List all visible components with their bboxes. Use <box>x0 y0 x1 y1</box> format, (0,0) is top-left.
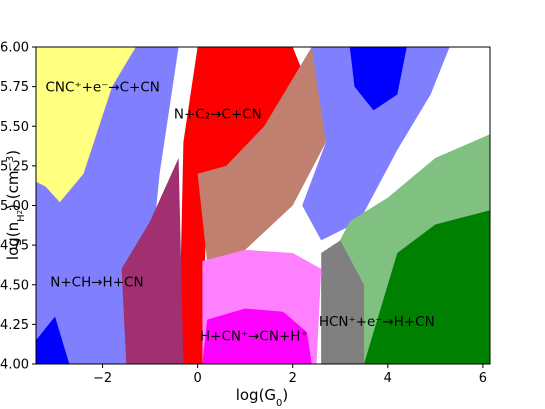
x-tick-label: −2 <box>93 371 112 386</box>
y-axis-label: log(nH2) (cm−3) <box>4 150 27 260</box>
x-tick-label: 6 <box>479 371 487 386</box>
region-blue-11 <box>36 316 70 364</box>
region-label: N+CH→H+CN <box>50 275 143 291</box>
y-tick-label: 5.00 <box>0 199 29 214</box>
region-green-9 <box>364 210 490 364</box>
region-blue_light-4 <box>302 47 450 241</box>
x-axis: −2 0 2 4 6 <box>93 364 487 386</box>
x-tick-label: 4 <box>384 371 392 386</box>
region-magenta-7 <box>202 308 312 364</box>
region-label: HCN⁺+e⁻→H+CN <box>319 314 435 330</box>
y-tick-label: 4.50 <box>0 278 29 293</box>
regions-layer <box>36 47 490 364</box>
y-tick-label: 4.25 <box>0 318 29 333</box>
region-blue-5 <box>349 47 407 111</box>
region-label: H+CN⁺→CN+H⁺ <box>200 328 308 344</box>
region-label: CNC⁺+e⁻→C+CN <box>46 80 160 96</box>
x-tick-label: 0 <box>193 371 201 386</box>
region-label: N+C₂→C+CN <box>174 107 262 123</box>
y-tick-label: 4.00 <box>0 358 29 373</box>
region-labels: CNC⁺+e⁻→C+CN N+C₂→C+CN N+CH→H+CN H+CN⁺→CN+H… <box>46 80 435 345</box>
y-axis: 4.00 4.25 4.50 4.75 5.00 5.25 5.50 5.75 6.00 <box>0 41 36 373</box>
y-tick-label: 4.75 <box>0 239 29 254</box>
x-axis-label: log(G0) <box>236 386 289 409</box>
region-brown-3 <box>197 47 350 261</box>
y-tick-label: 5.25 <box>0 159 29 174</box>
y-tick-label: 5.50 <box>0 120 29 135</box>
y-tick-label: 5.75 <box>0 80 29 95</box>
y-tick-label: 6.00 <box>0 41 29 56</box>
region-gray-10 <box>321 240 364 364</box>
x-tick-label: 2 <box>289 371 297 386</box>
region-purple-12 <box>121 158 184 364</box>
